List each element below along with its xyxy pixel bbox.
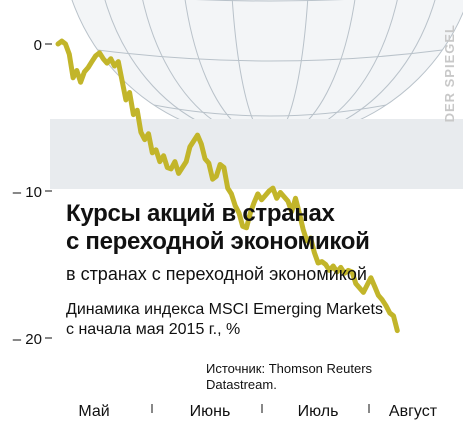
x-tick-label: Август bbox=[389, 403, 438, 420]
watermark-logo: DER SPIEGEL bbox=[442, 24, 457, 123]
chart-title-line2: с переходной экономикой bbox=[66, 228, 370, 255]
globe-parallel bbox=[196, 0, 344, 2]
globe-parallel bbox=[153, 104, 387, 117]
y-tick-label: – 10 bbox=[13, 184, 42, 201]
chart-source: Источник: Thomson Reuters Datastream. bbox=[206, 361, 373, 392]
x-tick-label: Июнь bbox=[190, 403, 231, 420]
x-tick-label: Май bbox=[78, 403, 109, 420]
y-axis: 0 – 10 – 20 bbox=[13, 37, 52, 348]
chart-subtitle: в странах с переходной экономикой bbox=[66, 264, 367, 284]
x-tick-label: Июль bbox=[298, 403, 339, 420]
y-tick-label: 0 bbox=[34, 37, 42, 54]
globe-parallel bbox=[97, 49, 443, 62]
background-band bbox=[50, 119, 463, 189]
y-tick-label: – 20 bbox=[13, 331, 42, 348]
chart-description: Динамика индекса MSCI Emerging Markets с… bbox=[66, 301, 383, 338]
chart-title-line1: Курсы акций в странах bbox=[66, 200, 335, 227]
x-axis: Май Июнь Июль Август bbox=[78, 403, 437, 420]
series-line bbox=[55, 38, 400, 334]
